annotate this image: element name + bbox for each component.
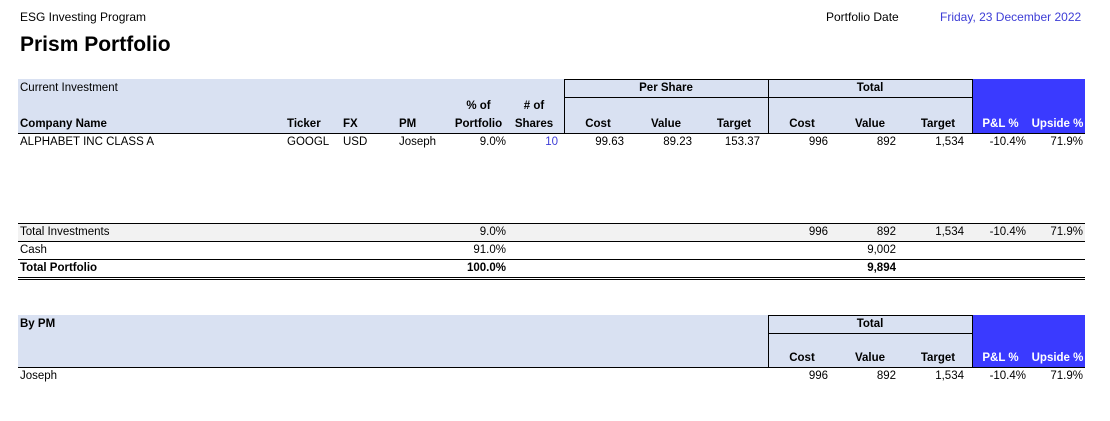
total-cell: 996 [808,226,828,238]
table-cell: Joseph [20,370,58,382]
column-header: Ticker [287,118,321,130]
total-cell: 9.0% [479,226,506,238]
border [18,241,1085,242]
border [18,223,1085,224]
group-header: Total [856,318,884,330]
table-cell: -10.4% [989,136,1026,148]
table-cell: 99.63 [595,136,624,148]
total-cell: 1,534 [935,226,964,238]
border [18,133,1085,134]
total-cell: -10.4% [989,226,1026,238]
table-cell: USD [343,136,368,148]
column-prefix: % of [466,100,491,112]
group-header: Total [856,82,884,94]
table-cell: -10.4% [989,370,1026,382]
table-cell: 1,534 [935,136,964,148]
border [768,315,972,316]
table-cell: 9.0% [479,136,506,148]
portfolio-title: Prism Portfolio [20,33,171,56]
column-header: P&L % [982,118,1019,130]
column-header: Cost [789,118,815,130]
total-label: Total Portfolio [20,262,98,274]
table-cell: 153.37 [724,136,760,148]
header-blue [972,79,1085,133]
total-cell: 892 [876,226,896,238]
program-name: ESG Investing Program [20,10,147,24]
table-cell: ALPHABET INC CLASS A [20,136,155,148]
border [18,277,1085,278]
table-cell: 892 [876,370,896,382]
portfolio-date: Friday, 23 December 2022 [940,10,1082,24]
header-band [18,79,972,133]
border [18,367,1085,368]
header-blue [972,315,1085,367]
date-label: Portfolio Date [826,10,899,24]
border [18,279,1085,280]
table-cell: 89.23 [663,136,692,148]
column-header: Upside % [1031,118,1084,130]
table-cell: 996 [808,136,828,148]
group-header: Per Share [639,82,693,94]
total-label: Cash [20,244,47,256]
column-header: Cost [585,118,611,130]
column-header: Shares [514,118,554,130]
border [768,333,972,334]
header-band [18,315,972,367]
table-cell: 71.9% [1050,370,1083,382]
total-cell: 71.9% [1050,226,1083,238]
column-header: Company Name [20,118,107,130]
total-cell: 100.0% [466,262,506,274]
total-cell: 9,894 [867,262,896,274]
column-header: Value [854,352,886,364]
section-label: Current Investment [20,82,118,94]
border [18,259,1085,260]
column-header: Upside % [1031,352,1084,364]
border [564,79,565,133]
column-header: Cost [789,352,815,364]
table-cell: 1,534 [935,370,964,382]
column-prefix: # of [523,100,545,112]
border [972,315,973,367]
column-header: Value [650,118,682,130]
total-row-bg [18,223,1085,241]
table-cell: GOOGL [287,136,330,148]
total-cell: 9,002 [867,244,896,256]
table-cell: Joseph [399,136,437,148]
column-header: Target [920,118,956,130]
section-label: By PM [20,318,56,330]
table-cell: 892 [876,136,896,148]
table-cell: 996 [808,370,828,382]
table-cell: 10 [545,136,558,148]
column-header: Value [854,118,886,130]
column-header: FX [343,118,358,130]
table-cell: 71.9% [1050,136,1083,148]
border [972,79,973,133]
total-cell: 91.0% [473,244,506,256]
column-header: Target [920,352,956,364]
column-header: P&L % [982,352,1019,364]
column-header: Target [716,118,752,130]
column-header: PM [399,118,417,130]
border [768,315,769,367]
column-header: Portfolio [454,118,503,130]
border [768,79,769,133]
total-label: Total Investments [20,226,110,238]
